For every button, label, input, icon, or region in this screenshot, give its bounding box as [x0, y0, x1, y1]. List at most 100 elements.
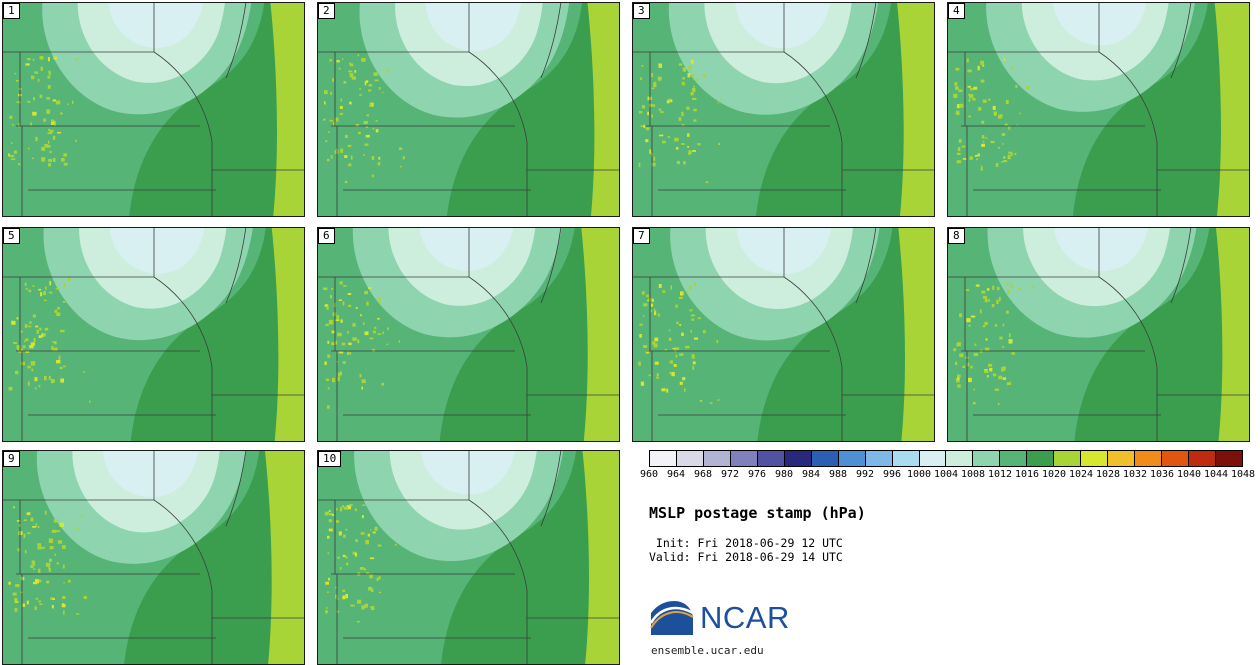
colorbar-cell — [729, 450, 758, 467]
colorbar-cell — [837, 450, 866, 467]
colorbar-tick-label: 968 — [693, 469, 713, 480]
time-info: Init: Fri 2018-06-29 12 UTC Valid: Fri 2… — [649, 536, 1249, 564]
terrain-speckles — [323, 281, 401, 409]
terrain-speckles — [953, 58, 1030, 171]
ensemble-member-panel: 8 — [947, 227, 1250, 442]
colorbar-tick-label: 964 — [666, 469, 686, 480]
state-boundaries — [2, 2, 305, 217]
colorbar-tick-label: 988 — [828, 469, 848, 480]
colorbar-cell — [999, 450, 1028, 467]
colorbar-tick-label: 1032 — [1122, 469, 1148, 480]
panel-label: 5 — [3, 228, 20, 244]
panel-label: 9 — [3, 451, 20, 467]
panel-label: 2 — [318, 3, 335, 19]
panel-label: 8 — [948, 228, 965, 244]
terrain-speckles — [638, 59, 722, 184]
terrain-speckles — [638, 282, 720, 404]
colorbar-cell — [1107, 450, 1136, 467]
colorbar-tick-label: 1040 — [1176, 469, 1202, 480]
panel-label: 3 — [633, 3, 650, 19]
colorbar-cell — [864, 450, 893, 467]
panel-label: 10 — [318, 451, 342, 467]
colorbar-cell — [756, 450, 785, 467]
state-boundaries — [947, 227, 1250, 442]
colorbar-cell — [1053, 450, 1082, 467]
colorbar-cell — [702, 450, 731, 467]
colorbar-tick-label: 1016 — [1014, 469, 1040, 480]
colorbar-tick-label: 1000 — [906, 469, 932, 480]
ncar-logo — [649, 601, 694, 635]
colorbar-cell — [918, 450, 947, 467]
colorbar-tick-label: 1004 — [933, 469, 959, 480]
ncar-wordmark: NCAR — [700, 600, 790, 635]
mslp-map — [317, 227, 620, 442]
colorbar-tick-label: 984 — [801, 469, 821, 480]
ensemble-member-panel: 2 — [317, 2, 620, 217]
terrain-speckles — [8, 56, 79, 167]
colorbar-tick-label: 1020 — [1041, 469, 1067, 480]
ensemble-member-panel: 6 — [317, 227, 620, 442]
colorbar-tick-label: 972 — [720, 469, 740, 480]
colorbar-tick-label: 996 — [882, 469, 902, 480]
colorbar-tick-label: 960 — [639, 469, 659, 480]
website-url: ensemble.ucar.edu — [651, 644, 764, 657]
colorbar-cell — [1080, 450, 1109, 467]
ncar-branding: NCAR — [649, 599, 790, 637]
state-boundaries — [317, 450, 620, 665]
ensemble-member-panel: 4 — [947, 2, 1250, 217]
colorbar-tick-label: 1012 — [987, 469, 1013, 480]
ensemble-member-panel: 3 — [632, 2, 935, 217]
state-boundaries — [317, 227, 620, 442]
valid-time: Valid: Fri 2018-06-29 14 UTC — [649, 550, 843, 564]
colorbar-cell — [1161, 450, 1190, 467]
colorbar-cell — [945, 450, 974, 467]
chart-title: MSLP postage stamp (hPa) — [649, 504, 866, 522]
state-boundaries — [947, 2, 1250, 217]
ensemble-member-panel: 7 — [632, 227, 935, 442]
state-boundaries — [317, 2, 620, 217]
mslp-map — [947, 227, 1250, 442]
colorbar-cell — [810, 450, 839, 467]
state-boundaries — [2, 450, 305, 665]
colorbar-cell — [1134, 450, 1163, 467]
colorbar-cell — [1215, 450, 1243, 467]
colorbar-tick-label: 1036 — [1149, 469, 1175, 480]
panel-label: 7 — [633, 228, 650, 244]
legend: 960 964 968 972 976 980 984 988 992 996 1000 1004 10… — [640, 450, 1255, 663]
terrain-speckles — [8, 277, 91, 403]
colorbar-tick-label: 1028 — [1095, 469, 1121, 480]
colorbar-tick-label: 1008 — [960, 469, 986, 480]
state-boundaries — [632, 2, 935, 217]
colorbar-tick-label: 992 — [855, 469, 875, 480]
colorbar-ticks: 960 964 968 972 976 980 984 988 992 996 1000 1004 10… — [640, 469, 1255, 482]
terrain-speckles — [953, 281, 1034, 405]
panel-label: 6 — [318, 228, 335, 244]
colorbar — [649, 450, 1243, 467]
mslp-map — [2, 227, 305, 442]
terrain-speckles — [324, 504, 397, 623]
ensemble-member-panel: 1 — [2, 2, 305, 217]
colorbar-cell — [891, 450, 920, 467]
panel-label: 1 — [3, 3, 20, 19]
mslp-map — [317, 450, 620, 665]
colorbar-tick-label: 1048 — [1230, 469, 1256, 480]
mslp-map — [632, 227, 935, 442]
colorbar-cell — [783, 450, 812, 467]
mslp-map — [2, 450, 305, 665]
state-boundaries — [632, 227, 935, 442]
init-time: Init: Fri 2018-06-29 12 UTC — [649, 536, 843, 550]
colorbar-tick-label: 1044 — [1203, 469, 1229, 480]
mslp-map — [317, 2, 620, 217]
mslp-map — [632, 2, 935, 217]
terrain-speckles — [8, 506, 87, 615]
colorbar-cell — [1188, 450, 1217, 467]
colorbar-tick-label: 1024 — [1068, 469, 1094, 480]
state-boundaries — [2, 227, 305, 442]
panel-label: 4 — [948, 3, 965, 19]
ensemble-member-panel: 10 — [317, 450, 620, 665]
colorbar-tick-label: 980 — [774, 469, 794, 480]
colorbar-cell — [649, 450, 677, 467]
ensemble-member-panel: 9 — [2, 450, 305, 665]
mslp-map — [947, 2, 1250, 217]
